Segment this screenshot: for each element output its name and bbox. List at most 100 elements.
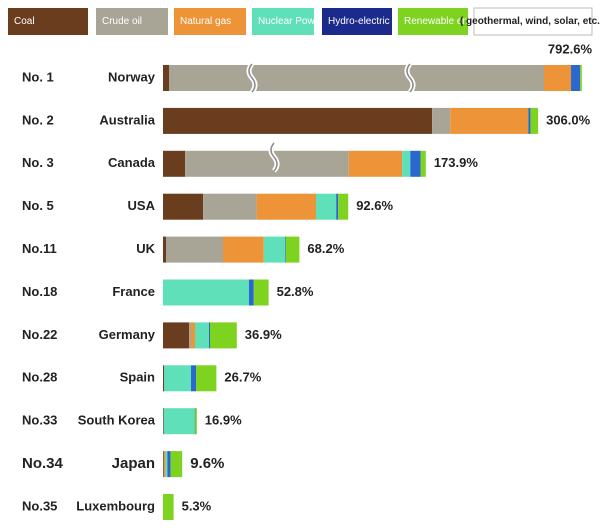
bar-segment — [338, 193, 349, 220]
bar-segment — [191, 322, 195, 349]
bar-segment — [249, 279, 254, 306]
total-label: 52.8% — [277, 284, 314, 299]
rank-label: No. 3 — [22, 155, 54, 170]
bar-segment — [185, 150, 349, 177]
bar-segment — [163, 236, 166, 263]
category-label: Japan — [112, 455, 155, 472]
rank-label: No. 5 — [22, 198, 54, 213]
category-label: Norway — [108, 69, 156, 84]
bar-segment — [285, 236, 300, 263]
legend-swatch — [398, 8, 468, 35]
legend-label: Crude oil — [102, 16, 142, 27]
bar-segment — [169, 65, 545, 91]
total-label: 792.6% — [548, 41, 593, 56]
bar-segment — [336, 193, 339, 220]
legend-swatch — [252, 8, 314, 35]
bar-segment — [528, 107, 531, 134]
bar-segment — [164, 365, 191, 392]
axis-breaks — [246, 62, 416, 173]
bar-segment — [166, 236, 223, 263]
category-label: Australia — [99, 112, 155, 127]
total-label: 68.2% — [307, 241, 344, 256]
bar-segment — [163, 451, 164, 478]
bar-segment — [316, 193, 337, 220]
legend-note: ( geothermal, wind, solar, etc. ) — [460, 16, 600, 27]
legend-label: Natural gas — [180, 16, 231, 27]
bar-segment — [163, 107, 433, 134]
category-label: USA — [128, 198, 156, 213]
rank-label: No.22 — [22, 327, 57, 342]
rank-label: No. 2 — [22, 112, 54, 127]
rank-label: No.34 — [22, 455, 64, 472]
bar-segment — [189, 322, 191, 349]
rank-label: No. 1 — [22, 69, 54, 84]
rank-label: No.11 — [22, 241, 57, 256]
bar-segment — [223, 236, 264, 263]
bar-segment — [163, 65, 169, 91]
category-label: Canada — [108, 155, 156, 170]
bar-segment — [571, 65, 581, 91]
bar-segment — [163, 193, 204, 220]
total-label: 26.7% — [224, 370, 261, 385]
bar-segment — [253, 279, 269, 306]
total-label: 9.6% — [190, 455, 224, 472]
rank-label: No.35 — [22, 498, 57, 513]
bar-segment — [163, 494, 174, 520]
rank-label: No.33 — [22, 413, 57, 428]
bar-segment — [530, 107, 539, 134]
legend-swatch — [322, 8, 392, 35]
bar-segment — [191, 365, 196, 392]
bar-segment — [410, 150, 421, 177]
legend-label: Nuclear Power — [258, 16, 324, 27]
category-label: Luxembourg — [76, 498, 155, 513]
category-label: Spain — [120, 370, 155, 385]
legend-swatch — [174, 8, 246, 35]
bar-segment — [348, 150, 403, 177]
bar-segment — [420, 150, 426, 177]
bar-segment — [432, 107, 451, 134]
bar-segment — [163, 365, 164, 392]
bar-segment — [165, 451, 168, 478]
bar-segment — [196, 365, 217, 392]
total-label: 306.0% — [546, 112, 591, 127]
bar-segment — [285, 236, 286, 263]
category-label: UK — [136, 241, 155, 256]
bar-segment — [195, 408, 197, 435]
bar-segment — [167, 451, 171, 478]
legend-swatch — [8, 8, 88, 35]
legend-note-box — [473, 7, 593, 36]
total-label: 173.9% — [434, 155, 479, 170]
bar-segment — [163, 322, 189, 349]
category-label: Germany — [99, 327, 156, 342]
bar-segment — [163, 408, 164, 435]
bar-segment — [163, 451, 165, 478]
total-label: 36.9% — [245, 327, 282, 342]
category-label: France — [112, 284, 155, 299]
legend-swatch — [96, 8, 168, 35]
bar-segment — [163, 408, 195, 435]
category-label: South Korea — [78, 413, 156, 428]
legend-label: Coal — [14, 16, 35, 27]
legend-label: Renewable energy — [404, 16, 487, 27]
bar-segment — [209, 322, 210, 349]
total-label: 92.6% — [356, 198, 393, 213]
rank-label: No.28 — [22, 370, 57, 385]
bar-segment — [263, 236, 286, 263]
bar-segment — [402, 150, 411, 177]
total-label: 16.9% — [205, 413, 242, 428]
bar-segment — [170, 451, 183, 478]
rank-label: No.18 — [22, 284, 57, 299]
legend-label: Hydro-electric — [328, 16, 390, 27]
bar-segment — [450, 107, 529, 134]
bar-segment — [544, 65, 572, 91]
bar-segment — [163, 279, 249, 306]
bar-segment — [164, 451, 166, 478]
bar-segment — [210, 322, 237, 349]
bar-segment — [580, 65, 582, 91]
bar-segment — [256, 193, 316, 220]
total-label: 5.3% — [182, 498, 212, 513]
bar-segment — [195, 322, 209, 349]
bar-segment — [163, 150, 186, 177]
bar-segment — [203, 193, 257, 220]
